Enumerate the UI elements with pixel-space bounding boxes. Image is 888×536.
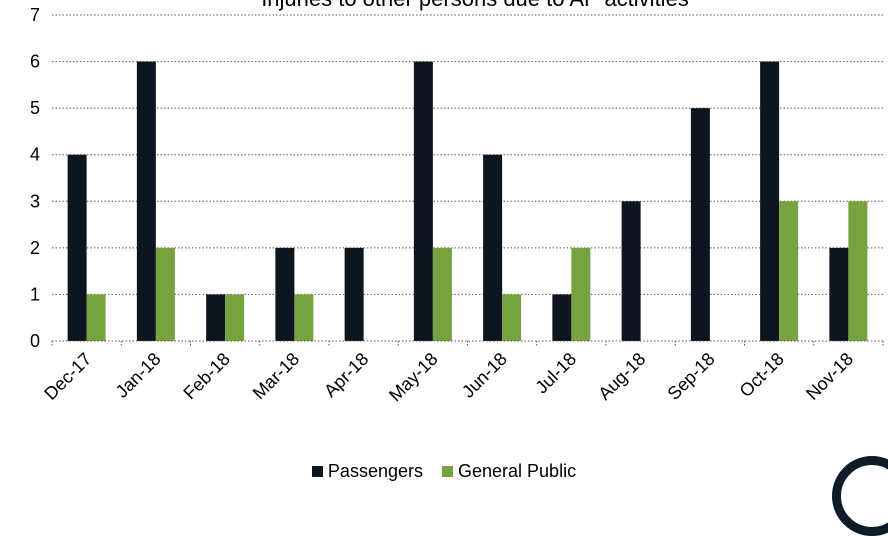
bar-passengers-oct-18: [760, 61, 780, 341]
legend-item-passengers: Passengers: [311, 461, 423, 482]
y-tick-label-5: 5: [30, 98, 40, 118]
bar-passengers-aug-18: [621, 201, 641, 341]
y-tick-label-4: 4: [30, 145, 40, 165]
legend-swatch-general-public: [442, 466, 453, 477]
bar-general-public-jul-18: [571, 247, 591, 341]
bar-passengers-jun-18: [483, 154, 503, 341]
x-tick-label-oct-18: Oct-18: [736, 349, 788, 401]
bar-passengers-sep-18: [690, 108, 710, 342]
bar-general-public-jun-18: [502, 294, 522, 341]
bar-general-public-nov-18: [848, 201, 868, 341]
x-tick-label-mar-18: Mar-18: [249, 349, 303, 403]
x-tick-label-aug-18: Aug-18: [594, 349, 649, 404]
bar-general-public-dec-17: [86, 294, 106, 341]
bars: [67, 61, 868, 342]
bar-general-public-mar-18: [294, 294, 314, 341]
y-tick-label-0: 0: [30, 331, 40, 351]
y-tick-label-2: 2: [30, 238, 40, 258]
bar-general-public-may-18: [432, 247, 452, 341]
chart: Injuries to other persons due to AP acti…: [30, 0, 884, 406]
y-tick-label-3: 3: [30, 191, 40, 211]
bar-passengers-apr-18: [344, 247, 364, 341]
axes: 0 1 2 3 4 5 6 7 Dec-17 Jan-18 Feb-18 Mar-18 Apr-18 Ma…: [30, 5, 884, 406]
y-tick-label-6: 6: [30, 52, 40, 72]
x-tick-label-nov-18: Nov-18: [802, 349, 857, 404]
bar-passengers-jan-18: [136, 61, 156, 341]
x-tick-label-sep-18: Sep-18: [664, 349, 719, 404]
bar-passengers-dec-17: [67, 154, 87, 341]
x-tick-label-jan-18: Jan-18: [112, 349, 165, 402]
grid-lines: [52, 14, 883, 295]
x-tick-label-may-18: May-18: [385, 349, 442, 406]
x-tick-label-apr-18: Apr-18: [320, 349, 372, 401]
x-tick-label-feb-18: Feb-18: [179, 349, 233, 403]
x-tick-label-dec-17: Dec-17: [40, 349, 95, 404]
bar-general-public-oct-18: [779, 201, 799, 341]
legend: Passengers General Public: [0, 461, 888, 482]
bar-passengers-nov-18: [829, 247, 849, 341]
chart-title: Injuries to other persons due to AP acti…: [261, 0, 689, 11]
y-tick-label-1: 1: [30, 284, 40, 304]
x-tick-label-jul-18: Jul-18: [531, 349, 580, 398]
bar-passengers-feb-18: [206, 294, 226, 341]
legend-swatch-passengers: [311, 466, 323, 477]
bar-passengers-jul-18: [552, 294, 572, 341]
bar-passengers-mar-18: [275, 247, 295, 341]
legend-label-passengers: Passengers: [327, 461, 423, 481]
bar-passengers-may-18: [413, 61, 433, 341]
bar-general-public-feb-18: [225, 294, 245, 341]
bar-general-public-jan-18: [155, 247, 175, 341]
y-tick-label-7: 7: [30, 5, 40, 25]
legend-item-general-public: General Public: [442, 461, 576, 482]
legend-label-general-public: General Public: [458, 461, 577, 481]
x-tick-label-jun-18: Jun-18: [458, 349, 511, 402]
